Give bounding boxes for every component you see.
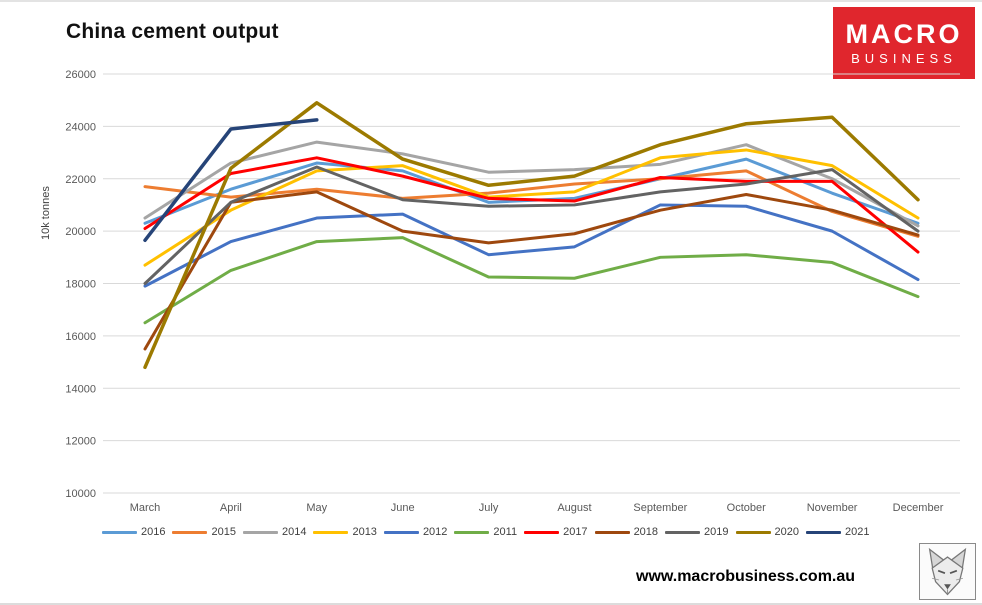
legend-item-2017: 2017 bbox=[524, 526, 588, 538]
x-tick-label: May bbox=[306, 502, 327, 514]
legend-swatch bbox=[665, 530, 701, 534]
chart-title: China cement output bbox=[66, 20, 279, 43]
legend-swatch bbox=[806, 530, 842, 534]
legend-label: 2018 bbox=[633, 526, 659, 538]
legend-item-2020: 2020 bbox=[735, 526, 800, 538]
macrobusiness-logo: MACRO BUSINESS bbox=[833, 7, 975, 79]
legend-label: 2011 bbox=[493, 526, 518, 538]
legend-swatch bbox=[102, 530, 137, 534]
x-tick-label: November bbox=[807, 502, 858, 514]
series-line-2014 bbox=[143, 140, 920, 228]
legend-label: 2016 bbox=[141, 526, 166, 538]
legend-item-2014: 2014 bbox=[242, 526, 307, 538]
logo-text-macro: MACRO bbox=[845, 19, 963, 50]
chart-legend: 2016 2015 2014 2013 2012 2011 2017 2018 2019 2020… bbox=[102, 526, 902, 538]
legend-label: 2015 bbox=[211, 526, 236, 538]
y-tick-label: 18000 bbox=[65, 279, 96, 291]
legend-item-2011: 2011 bbox=[454, 526, 517, 538]
legend-swatch bbox=[735, 530, 771, 534]
series-line-2017 bbox=[143, 156, 920, 254]
series-line-2020 bbox=[143, 101, 920, 370]
x-tick-label: September bbox=[633, 502, 687, 514]
legend-item-2016: 2016 bbox=[102, 526, 165, 538]
y-tick-label: 26000 bbox=[65, 69, 96, 81]
y-tick-label: 22000 bbox=[65, 174, 96, 186]
fox-logo bbox=[919, 543, 976, 600]
series-line-2011 bbox=[143, 236, 920, 325]
legend-item-2021: 2021 bbox=[806, 526, 870, 538]
legend-label: 2013 bbox=[352, 526, 377, 538]
x-tick-label: July bbox=[479, 502, 499, 514]
series-line-2012 bbox=[143, 203, 920, 288]
series-line-2018 bbox=[143, 190, 920, 351]
fox-icon bbox=[928, 547, 967, 596]
logo-text-business: BUSINESS bbox=[851, 50, 957, 66]
legend-label: 2017 bbox=[563, 526, 588, 538]
legend-item-2018: 2018 bbox=[594, 526, 659, 538]
legend-label: 2021 bbox=[845, 526, 870, 538]
legend-item-2015: 2015 bbox=[172, 526, 236, 538]
website-url: www.macrobusiness.com.au bbox=[636, 568, 856, 585]
x-tick-label: April bbox=[220, 502, 242, 514]
legend-swatch bbox=[313, 530, 349, 534]
x-tick-label: August bbox=[557, 502, 591, 514]
y-tick-label: 20000 bbox=[65, 226, 96, 238]
x-tick-label: March bbox=[130, 502, 161, 514]
x-tick-label: December bbox=[893, 502, 944, 514]
legend-label: 2020 bbox=[774, 526, 800, 538]
y-tick-label: 10000 bbox=[65, 488, 96, 500]
series-line-2019 bbox=[143, 165, 920, 285]
legend-swatch bbox=[454, 530, 490, 534]
series-line-2015 bbox=[143, 169, 920, 238]
legend-swatch bbox=[383, 530, 419, 534]
legend-swatch bbox=[524, 530, 560, 534]
series-line-2013 bbox=[143, 148, 920, 267]
legend-swatch bbox=[242, 530, 278, 534]
y-axis-title: 10k tonnes bbox=[40, 186, 52, 240]
y-tick-label: 24000 bbox=[65, 121, 96, 133]
x-tick-label: October bbox=[727, 502, 766, 514]
legend-swatch bbox=[594, 530, 630, 534]
legend-item-2012: 2012 bbox=[383, 526, 448, 538]
legend-label: 2019 bbox=[704, 526, 729, 538]
legend-label: 2012 bbox=[422, 526, 448, 538]
y-tick-label: 16000 bbox=[65, 331, 96, 343]
legend-item-2013: 2013 bbox=[313, 526, 377, 538]
series-line-2021 bbox=[143, 118, 319, 243]
y-tick-label: 12000 bbox=[65, 436, 96, 448]
line-chart: 10000 12000 14000 16000 18000 20000 22000 24000… bbox=[65, 69, 960, 514]
x-tick-label: June bbox=[391, 502, 415, 514]
legend-swatch bbox=[172, 530, 208, 534]
legend-label: 2014 bbox=[281, 526, 307, 538]
y-tick-label: 14000 bbox=[65, 383, 96, 395]
legend-item-2019: 2019 bbox=[665, 526, 729, 538]
